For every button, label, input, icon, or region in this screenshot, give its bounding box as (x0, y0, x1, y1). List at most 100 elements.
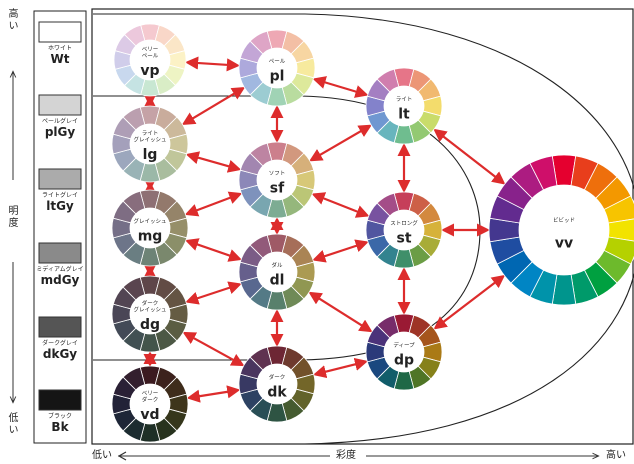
link-lg-sf (185, 151, 242, 173)
wheel-center (257, 252, 297, 292)
tone-code: vp (140, 63, 159, 79)
wheel-center (130, 294, 170, 334)
swatch-name: ライトグレイ (42, 191, 78, 199)
link-st-dl (312, 239, 369, 263)
saturation-high-label: 高い (606, 450, 626, 461)
tone-wheel-lt: ライト lt (365, 67, 443, 145)
swatch-name: ミディアムグレイ (36, 265, 83, 273)
link-pl-lg (181, 87, 246, 125)
tone-name: ダーク (269, 373, 286, 381)
tone-name: グレイッシュ (133, 136, 166, 144)
wheel-center (257, 160, 297, 200)
swatch-code: Wt (51, 52, 70, 66)
tone-name: ペール (142, 53, 159, 60)
tone-code: pl (270, 69, 285, 85)
tone-code: dk (267, 385, 287, 401)
wheel-center (130, 124, 170, 164)
tone-wheel-st: ストロング st (365, 191, 443, 269)
tone-name: ダル (271, 261, 283, 269)
swatch-name: ホワイト (48, 45, 72, 52)
swatch-name: ペールグレイ (42, 117, 78, 125)
link-sf-mg (184, 191, 243, 217)
tone-code: sf (270, 181, 285, 197)
swatch-color-ltgy (38, 168, 82, 190)
tone-code: lg (143, 147, 158, 163)
tone-wheel-dp: ディープ dp (365, 313, 443, 391)
swatch-color-plgy (38, 94, 82, 116)
wheel-center (130, 40, 170, 80)
tone-code: st (396, 231, 411, 247)
gray-scale-panel (33, 10, 87, 444)
tone-name: ディープ (393, 341, 415, 349)
tone-code: dg (140, 317, 160, 333)
tone-code: dp (394, 353, 414, 369)
tone-name: ソフト (269, 170, 286, 177)
tone-name: ライト (142, 130, 159, 137)
swatch-code: ltGy (46, 199, 74, 213)
tone-name: ベリー (142, 390, 159, 397)
tone-connections (143, 56, 506, 403)
tone-wheel-pl: ペール pl (238, 29, 316, 107)
tone-name: ベリー (142, 46, 159, 53)
link-dl-dp (308, 291, 373, 333)
tone-name: ストロング (390, 219, 418, 227)
swatch-code: plGy (45, 125, 76, 139)
tone-name: グレイッシュ (133, 306, 166, 314)
link-lt-vv (433, 128, 506, 185)
wheel-center (384, 86, 424, 126)
swatch-color-dkgy (38, 316, 82, 338)
swatch-name: ブラック (48, 412, 72, 420)
wheel-center (384, 332, 424, 372)
tone-code: vd (140, 407, 159, 423)
tone-wheel-mg: グレイッシュ mg (111, 189, 189, 267)
tone-name: グレイッシュ (133, 217, 166, 225)
tone-wheels: ベリーペールvpペールplライトltライトグレイッシュlgソフトsfグレイッシュ… (111, 23, 634, 443)
wheel-center (257, 48, 297, 88)
tone-code: lt (398, 107, 410, 123)
link-pl-lt (312, 76, 369, 98)
tone-name: ビビッド (553, 216, 575, 224)
tone-wheel-dl: ダル dl (238, 233, 316, 311)
link-dp-vv (433, 274, 506, 330)
brightness-low-label: 低い (6, 412, 17, 436)
tone-wheel-sf: ソフト sf (238, 141, 316, 219)
wheel-center (130, 208, 170, 248)
link-dl-dg (185, 281, 242, 305)
swatch-color-mdgy (38, 242, 82, 264)
tone-wheel-dk: ダーク dk (238, 345, 316, 423)
tone-code: mg (138, 229, 163, 245)
link-vp-pl (184, 56, 241, 72)
wheel-center (519, 185, 609, 275)
tone-name: ダーク (142, 299, 159, 307)
brightness-axis-label: 明度 (6, 205, 17, 229)
link-dg-dk (182, 331, 245, 367)
swatch-name: ダークグレイ (42, 339, 78, 347)
swatch-code: dkGy (43, 347, 77, 361)
link-dk-dp (312, 357, 369, 379)
link-vd-dk (186, 385, 241, 403)
wheel-center (257, 364, 297, 404)
link-lt-sf (309, 124, 372, 162)
tone-name: ライト (396, 96, 413, 103)
outer-tone-region (93, 13, 634, 445)
swatch-color-bk (38, 389, 82, 411)
tone-wheel-vv: ビビッド vv (488, 154, 634, 306)
swatch-code: Bk (51, 420, 69, 434)
brightness-high-label: 高い (6, 8, 17, 32)
tone-name: ペール (269, 58, 286, 65)
wheel-center (384, 210, 424, 250)
link-mg-dl (184, 238, 243, 262)
saturation-arrow-left-head (117, 451, 127, 461)
link-sf-st (311, 192, 370, 218)
